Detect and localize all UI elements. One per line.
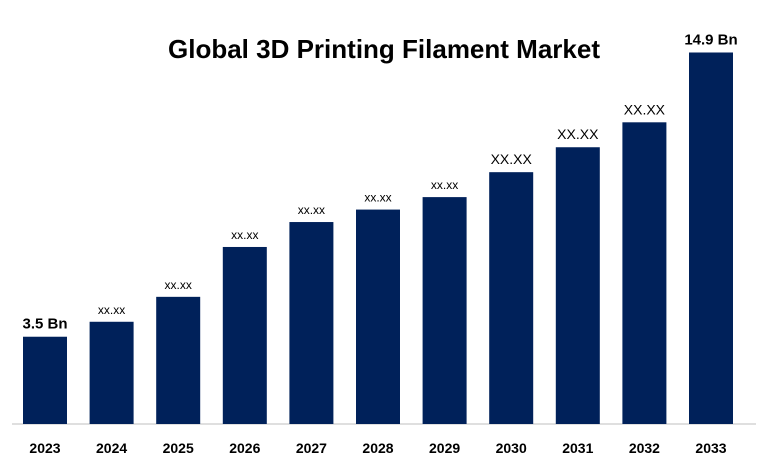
- data-label-2028: xx.xx: [364, 191, 391, 205]
- bar-2023: [23, 336, 67, 424]
- x-tick-label-2032: 2032: [629, 440, 660, 456]
- bar-2026: [222, 246, 267, 424]
- data-label-2032: XX.XX: [624, 101, 666, 117]
- data-label-2031: XX.XX: [557, 126, 599, 142]
- data-label-2029: xx.xx: [431, 178, 458, 192]
- bar-2033: [689, 52, 733, 424]
- x-tick-label-2027: 2027: [296, 440, 327, 456]
- bar-2027: [289, 222, 334, 424]
- bar-2029: [422, 197, 467, 424]
- data-label-2025: xx.xx: [165, 278, 192, 292]
- data-label-2030: XX.XX: [491, 151, 533, 167]
- data-label-2027: xx.xx: [298, 203, 325, 217]
- x-tick-label-2029: 2029: [429, 440, 460, 456]
- x-tick-label-2028: 2028: [362, 440, 393, 456]
- x-tick-label-2031: 2031: [562, 440, 593, 456]
- data-label-2026: xx.xx: [231, 228, 258, 242]
- bar-2030: [489, 172, 534, 424]
- data-label-2024: xx.xx: [98, 303, 125, 317]
- bar-2025: [156, 296, 201, 424]
- bar-2032: [622, 122, 667, 424]
- bar-2031: [555, 147, 600, 425]
- chart-title: Global 3D Printing Filament Market: [168, 34, 600, 64]
- data-label-2023: 3.5 Bn: [22, 316, 67, 333]
- x-tick-label-2030: 2030: [496, 440, 527, 456]
- bar-2024: [89, 321, 134, 424]
- x-tick-label-2023: 2023: [29, 440, 60, 456]
- x-tick-label-2033: 2033: [695, 440, 726, 456]
- x-tick-label-2024: 2024: [96, 440, 127, 456]
- x-tick-label-2025: 2025: [163, 440, 194, 456]
- data-label-2033: 14.9 Bn: [684, 31, 737, 48]
- bar-2028: [356, 209, 400, 424]
- x-tick-label-2026: 2026: [229, 440, 260, 456]
